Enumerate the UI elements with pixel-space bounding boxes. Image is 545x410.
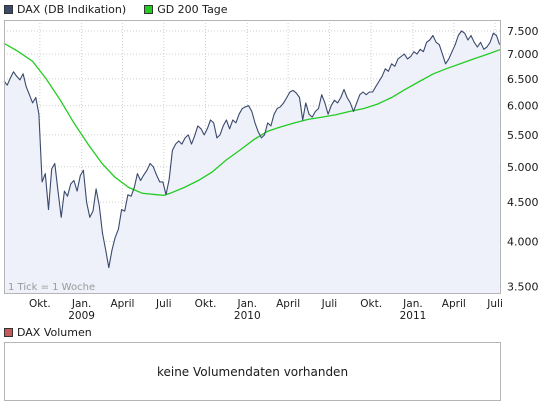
dax-line <box>3 30 501 269</box>
y-tick-label: 3.500 <box>507 280 539 293</box>
y-tick-label: 7.000 <box>507 48 539 61</box>
x-tick-label: April <box>110 298 134 310</box>
x-tick-label: Juli <box>155 298 172 310</box>
x-tick-year-label: 2011 <box>400 310 427 322</box>
x-tick-year-label: 2009 <box>68 310 95 322</box>
x-tick-year-label: 2010 <box>234 310 261 322</box>
gd200-line <box>3 42 502 197</box>
legend-item-gd200: GD 200 Tage <box>144 2 228 16</box>
y-tick-label: 4.500 <box>507 196 539 209</box>
y-tick-label: 4.000 <box>507 236 539 249</box>
x-tick-label: Juli <box>321 298 338 310</box>
legend-item-dax: DAX (DB Indikation) <box>4 3 126 16</box>
y-tick-label: 5.000 <box>507 161 539 174</box>
x-tick-label: Juli <box>486 298 503 310</box>
x-tick-label: Okt. <box>29 298 51 310</box>
y-tick-label: 6.000 <box>507 100 539 113</box>
y-tick-label: 7.500 <box>507 25 539 38</box>
legend-item-volume: DAX Volumen <box>4 326 92 339</box>
x-tick-label: April <box>442 298 466 310</box>
y-tick-label: 5.500 <box>507 129 539 142</box>
volume-panel: keine Volumendaten vorhanden <box>4 342 501 401</box>
x-tick-label: Jan. <box>71 298 92 310</box>
tick-note: 1 Tick = 1 Woche <box>8 282 95 293</box>
legend-swatch-gd200 <box>144 4 154 14</box>
volume-legend: DAX Volumen <box>4 325 110 339</box>
legend-swatch-volume <box>4 327 13 337</box>
x-tick-label: Okt. <box>360 298 382 310</box>
x-tick-label: Jan. <box>402 298 423 310</box>
dax-area-fill <box>4 31 500 294</box>
price-chart: 3.500 4.000 4.500 5.000 5.500 6.000 6.500 7.000… <box>3 20 539 322</box>
legend-label-dax: DAX (DB Indikation) <box>17 2 127 16</box>
y-tick-label: 6.500 <box>507 73 539 86</box>
x-tick-label: Jan. <box>237 298 258 310</box>
plot-border <box>4 20 501 294</box>
x-tick-label: Okt. <box>195 298 217 310</box>
legend-swatch-dax <box>4 4 13 14</box>
x-tick-label: April <box>276 298 300 310</box>
legend-label-gd200: GD 200 Tage <box>157 2 228 16</box>
chart-legend: DAX (DB Indikation) GD 200 Tage <box>4 2 246 16</box>
legend-label-volume: DAX Volumen <box>17 325 92 339</box>
volume-empty-message: keine Volumendaten vorhanden <box>156 364 349 379</box>
